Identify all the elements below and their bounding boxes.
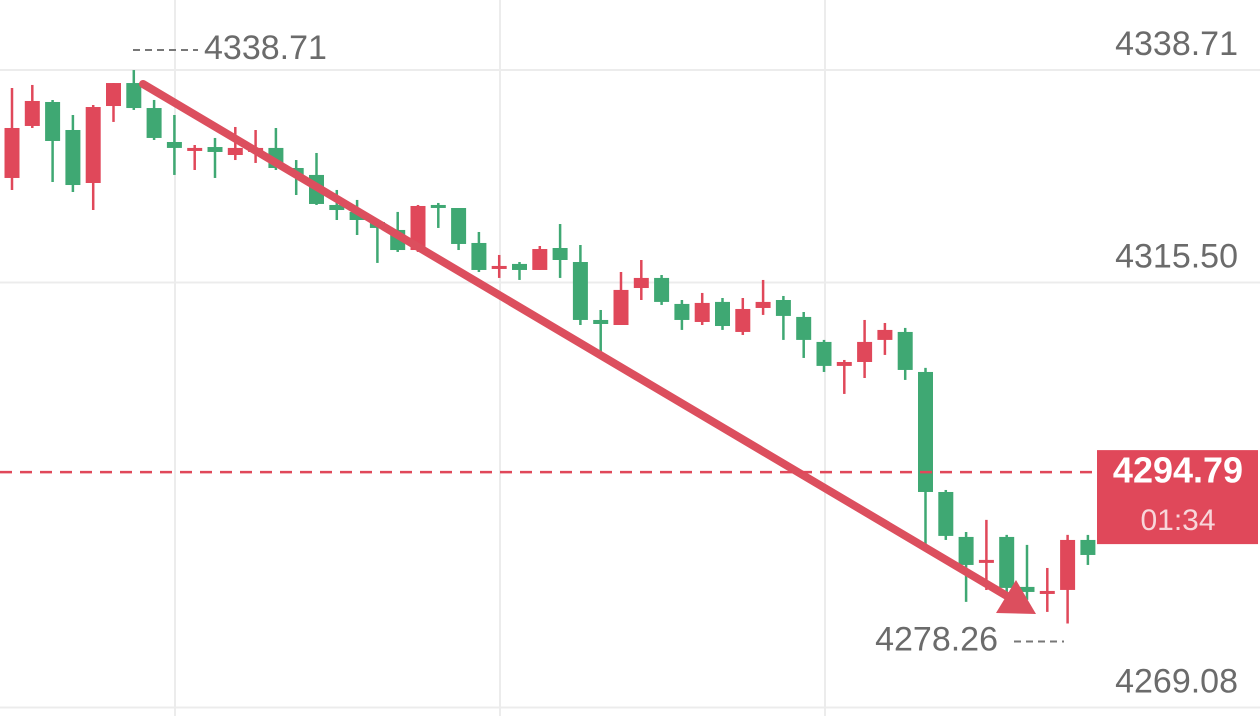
- last-price-label: 4294.79: [1113, 450, 1243, 491]
- candle-body: [654, 277, 670, 302]
- candle-body: [775, 300, 791, 316]
- candle-body: [816, 341, 832, 366]
- candle-body: [674, 303, 690, 320]
- candle-body: [491, 265, 507, 269]
- overlay: 4269.08 4315.50 4338.71 4338.71 4278.26 4294.…: [0, 25, 1258, 700]
- candle-body: [978, 559, 994, 563]
- candle-body: [897, 331, 913, 370]
- trend-arrow: [139, 80, 1016, 603]
- candle-body: [572, 262, 588, 320]
- countdown-label: 01:34: [1140, 504, 1215, 537]
- y-tick-label: 4315.50: [1115, 238, 1238, 276]
- y-tick-label: 4338.71: [1115, 25, 1238, 63]
- candles: [4, 70, 1096, 624]
- trend-arrowhead: [996, 580, 1036, 614]
- candle-body: [918, 371, 933, 492]
- candle-body: [166, 141, 182, 148]
- candle-body: [1080, 539, 1096, 555]
- candle-body: [938, 491, 954, 536]
- candle-body: [694, 302, 710, 322]
- candle-body: [126, 83, 142, 109]
- candle-body: [1060, 539, 1076, 590]
- candle-body: [857, 341, 873, 362]
- candle-body: [85, 107, 101, 184]
- candle-body: [451, 207, 467, 244]
- candle-body: [1019, 586, 1035, 592]
- candle-body: [430, 204, 446, 208]
- candle-body: [410, 205, 426, 251]
- candle-body: [207, 147, 223, 152]
- candle-body: [552, 248, 568, 260]
- candle-body: [796, 316, 812, 340]
- candle-body: [45, 101, 61, 141]
- candle-body: [65, 129, 81, 186]
- low-marker-label: 4278.26: [875, 620, 998, 658]
- candle-body: [146, 108, 162, 138]
- y-tick-label: 4269.08: [1115, 662, 1238, 700]
- candle-body: [349, 211, 365, 220]
- candle-body: [735, 308, 751, 332]
- candle-body: [999, 536, 1015, 588]
- candle-body: [329, 204, 345, 211]
- candle-body: [958, 536, 974, 565]
- candle-body: [512, 263, 527, 270]
- candle-body: [4, 127, 20, 178]
- candle-body: [1039, 590, 1055, 594]
- candle-body: [106, 83, 121, 107]
- candle-body: [836, 361, 852, 366]
- candle-body: [633, 277, 649, 289]
- candle-body: [877, 329, 893, 340]
- price-tag: [1097, 450, 1258, 545]
- candle-body: [24, 100, 40, 126]
- high-marker-label: 4338.71: [204, 29, 327, 67]
- candle-body: [715, 301, 730, 327]
- candle-body: [613, 289, 629, 325]
- candle-body: [532, 249, 548, 270]
- candle-body: [755, 301, 771, 308]
- candle-body: [227, 147, 243, 155]
- candle-body: [187, 147, 203, 151]
- candle-body: [593, 319, 609, 324]
- candle-body: [471, 242, 487, 270]
